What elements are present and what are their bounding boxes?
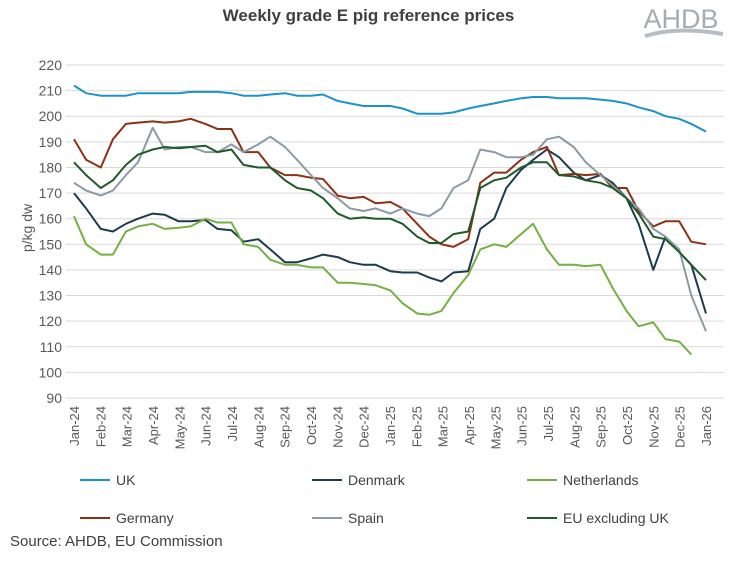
- x-tick-label: Dec-24: [357, 406, 372, 448]
- legend-label: Denmark: [348, 472, 406, 488]
- y-tick-label: 180: [39, 159, 63, 175]
- x-tick-label: Apr-24: [146, 406, 161, 445]
- chart-title: Weekly grade E pig reference prices: [222, 6, 515, 25]
- x-tick-label: May-24: [172, 406, 187, 449]
- x-tick-label: Mar-24: [120, 406, 135, 447]
- y-tick-label: 130: [39, 288, 63, 304]
- y-tick-label: 190: [39, 134, 63, 150]
- y-tick-label: 220: [39, 57, 63, 73]
- x-tick-label: Jan-24: [67, 406, 82, 446]
- x-tick-label: Jul-24: [225, 406, 240, 441]
- x-tick-label: Nov-25: [646, 406, 661, 448]
- x-tick-label: Dec-25: [673, 406, 688, 448]
- y-tick-label: 100: [39, 364, 63, 380]
- x-tick-label: Nov-24: [330, 406, 345, 448]
- x-tick-label: Apr-25: [462, 406, 477, 445]
- x-tick-label: Jun-24: [199, 406, 214, 446]
- x-tick-label: Feb-25: [409, 406, 424, 447]
- x-tick-label: Sep-24: [278, 406, 293, 448]
- series-line-denmark: [73, 148, 707, 314]
- x-tick-label: Jun-25: [515, 406, 530, 446]
- x-tick-label: Aug-25: [567, 406, 582, 448]
- y-tick-label: 140: [39, 262, 63, 278]
- y-tick-label: 200: [39, 108, 63, 124]
- y-tick-label: 110: [40, 339, 63, 355]
- series-line-spain: [73, 126, 707, 332]
- x-tick-label: Oct-24: [304, 406, 319, 445]
- y-tick-label: 120: [39, 313, 63, 329]
- y-tick-label: 150: [39, 236, 63, 252]
- legend-label: Spain: [348, 510, 384, 526]
- x-tick-label: Jan-26: [699, 406, 714, 446]
- x-tick-label: May-25: [488, 406, 503, 449]
- legend-label: UK: [116, 472, 136, 488]
- x-tick-label: Oct-25: [620, 406, 635, 445]
- y-tick-label: 170: [39, 185, 63, 201]
- x-tick-label: Jan-25: [383, 406, 398, 446]
- series-line-eu-excluding-uk: [73, 144, 707, 281]
- series-line-netherlands: [73, 215, 693, 356]
- y-tick-label: 160: [39, 211, 63, 227]
- ahdb-logo: AHDB: [637, 2, 727, 47]
- series-line-uk: [73, 84, 707, 133]
- legend-label: Netherlands: [563, 472, 639, 488]
- x-tick-label: Mar-25: [436, 406, 451, 447]
- legend-label: Germany: [116, 510, 174, 526]
- source-note: Source: AHDB, EU Commission: [10, 533, 223, 550]
- x-tick-label: Feb-24: [93, 406, 108, 447]
- y-tick-label: 90: [46, 390, 62, 406]
- y-tick-label: 210: [39, 83, 63, 99]
- x-tick-label: Sep-25: [594, 406, 609, 448]
- x-tick-label: Jul-25: [541, 406, 556, 441]
- legend-label: EU excluding UK: [563, 510, 669, 526]
- x-tick-label: Aug-24: [251, 406, 266, 448]
